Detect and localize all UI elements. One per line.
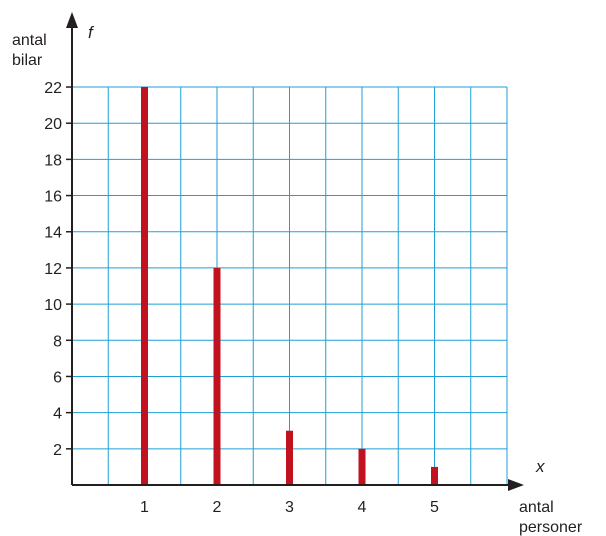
x-tick-label: 4 [358,499,367,516]
bars [141,87,438,486]
y-tick-label: 14 [44,225,62,242]
bar-3 [286,430,293,485]
y-tick-label: 2 [53,442,62,459]
axes [66,12,524,491]
y-tick-label: 10 [44,297,62,314]
bar-1 [141,87,148,486]
y-axis-arrow [66,12,78,28]
y-tick-label: 6 [53,369,62,386]
bar-2 [213,267,221,485]
y-tick-label: 18 [44,152,62,169]
x-tick-label: 1 [140,499,149,516]
y-axis-symbol: f [88,23,95,42]
y-axis-label-line-2: bilar [12,52,43,69]
x-tick-label: 2 [213,499,222,516]
y-tick-label: 16 [44,189,62,206]
x-tick-label: 5 [430,499,439,516]
y-tick-label: 20 [44,116,62,133]
y-tick-label: 4 [53,406,62,423]
y-tick-label: 12 [44,261,62,278]
x-axis-symbol: x [535,457,545,476]
x-tick-label: 3 [285,499,294,516]
x-axis-label-line-2: personer [519,519,583,536]
x-axis-label-line-1: antal [519,499,554,516]
bar-5 [431,466,438,485]
y-axis-label-line-1: antal [12,32,47,49]
x-axis-arrow [508,479,524,491]
grid [72,86,508,485]
y-tick-label: 8 [53,333,62,350]
bar-4 [358,448,366,485]
y-tick-label: 22 [44,80,62,97]
